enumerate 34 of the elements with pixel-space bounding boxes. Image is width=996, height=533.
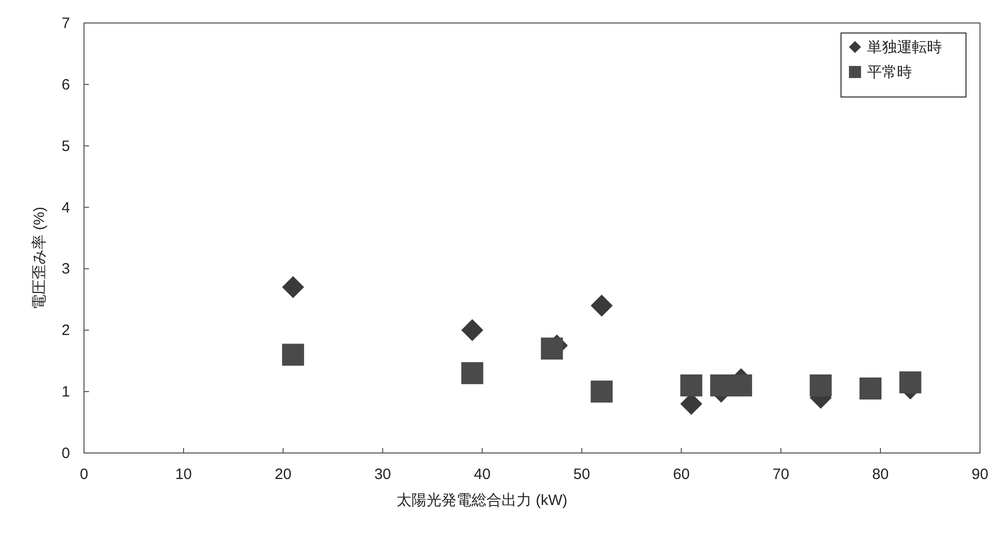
x-tick-label: 90: [972, 466, 988, 483]
x-tick-label: 0: [80, 466, 88, 483]
y-tick-label: 2: [62, 322, 70, 340]
x-axis-title: 太陽光発電総合出力 (kW): [396, 492, 568, 509]
x-tick-label: 10: [175, 466, 192, 483]
point: [282, 276, 304, 298]
x-tick-label: 80: [872, 466, 889, 483]
y-tick-label: 4: [62, 199, 70, 216]
x-tick-label: 70: [772, 466, 790, 483]
legend-label: 単独運転時: [867, 39, 942, 56]
x-tick-label: 30: [374, 466, 392, 483]
point: [461, 362, 484, 384]
y-tick-label: 3: [62, 260, 70, 278]
x-tick-label: 50: [573, 466, 590, 483]
x-tick-label: 60: [672, 466, 690, 483]
y-axis-title: 電圧歪み率 (%): [31, 206, 48, 310]
point: [590, 380, 613, 403]
y-tick-label: 0: [62, 445, 70, 462]
point: [899, 371, 922, 394]
point: [461, 319, 484, 342]
point: [810, 374, 832, 396]
x-tick-label: 40: [474, 466, 491, 483]
y-tick-label: 7: [62, 15, 70, 32]
point: [590, 294, 613, 317]
point: [282, 344, 304, 366]
point: [859, 378, 882, 400]
point: [540, 338, 563, 360]
x-tick-label: 20: [274, 466, 292, 483]
y-tick-label: 6: [62, 76, 70, 94]
point: [730, 374, 752, 396]
y-tick-label: 1: [62, 384, 70, 401]
point: [680, 374, 702, 396]
y-tick-label: 5: [62, 138, 70, 155]
legend-label: 平常時: [867, 64, 912, 81]
